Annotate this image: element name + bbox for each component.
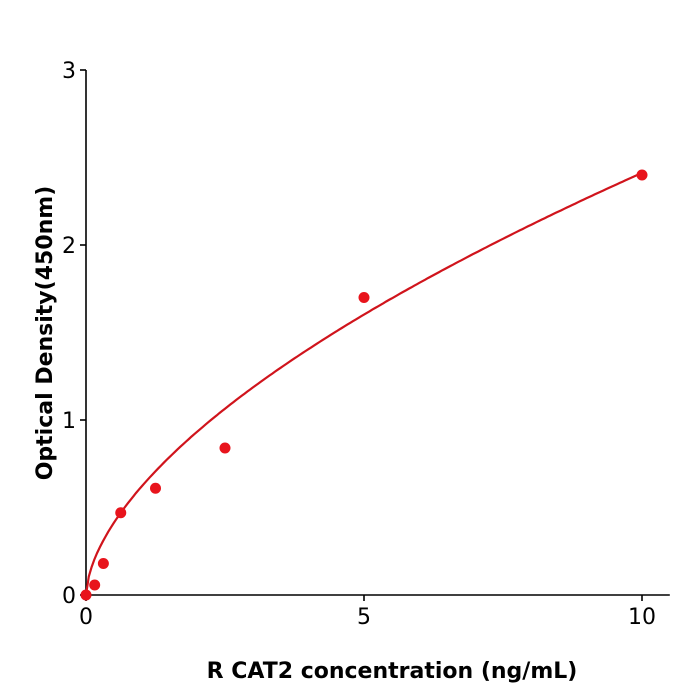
fit-curve — [84, 171, 643, 596]
x-tick-label: 10 — [628, 605, 656, 630]
data-point — [150, 482, 161, 494]
x-tick-label: 0 — [79, 605, 93, 630]
data-point — [358, 292, 370, 303]
y-tick-label: 3 — [62, 59, 76, 84]
x-tick-label: 5 — [357, 605, 371, 630]
data-point — [636, 169, 648, 181]
axes: 0 5 10 0 1 2 3 — [62, 59, 670, 630]
data-point — [97, 558, 109, 569]
y-tick-label: 1 — [62, 409, 76, 434]
data-points — [80, 169, 648, 601]
y-axis-label: Optical Density(450nm) — [33, 186, 58, 481]
x-axis-label: R CAT2 concentration (ng/mL) — [207, 659, 578, 684]
data-point — [115, 507, 127, 519]
data-point — [219, 442, 231, 454]
y-tick-label: 0 — [62, 584, 76, 609]
y-tick-label: 2 — [62, 234, 76, 259]
data-point — [80, 589, 92, 601]
data-point — [89, 579, 101, 591]
